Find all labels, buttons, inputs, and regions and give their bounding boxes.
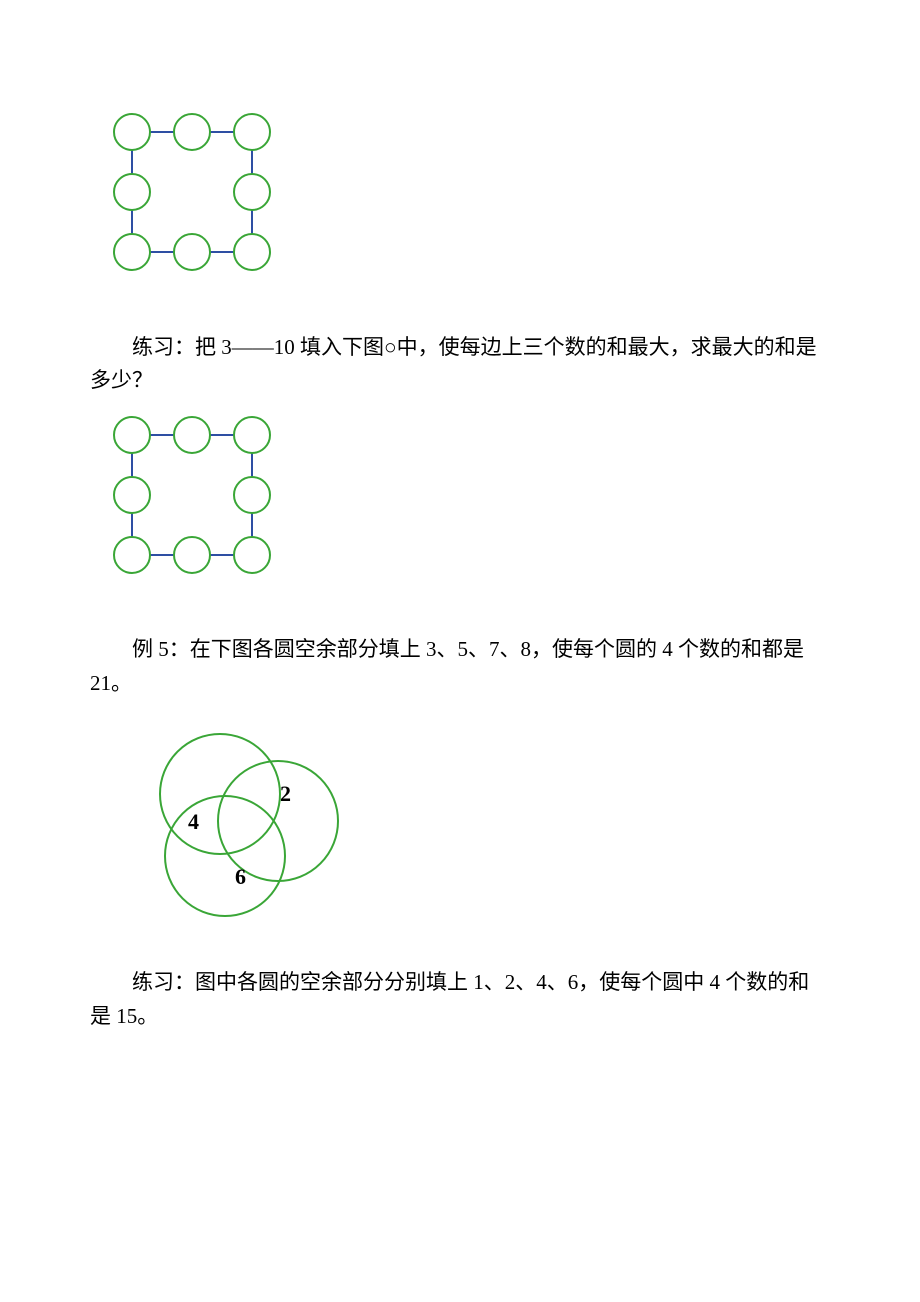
- venn-svg-1: 4 2 6: [130, 716, 360, 926]
- square-diagram-1: [110, 110, 830, 301]
- square-grid-svg-1: [110, 110, 290, 290]
- practice-1-text: 练习：把 3——10 填入下图○中，使每边上三个数的和最大，求最大的和是多少？: [90, 331, 830, 398]
- square-grid-svg-2: [110, 413, 290, 593]
- example-5-text: 例 5：在下图各圆空余部分填上 3、5、7、8，使每个圆的 4 个数的和都是 2…: [90, 633, 830, 700]
- svg-text:4: 4: [188, 809, 199, 834]
- venn-diagram-1: 4 2 6: [130, 716, 830, 937]
- svg-text:6: 6: [235, 864, 246, 889]
- square-diagram-2: [110, 413, 830, 604]
- practice-2-text: 练习：图中各圆的空余部分分别填上 1、2、4、6，使每个圆中 4 个数的和是 1…: [90, 966, 830, 1033]
- svg-text:2: 2: [280, 781, 291, 806]
